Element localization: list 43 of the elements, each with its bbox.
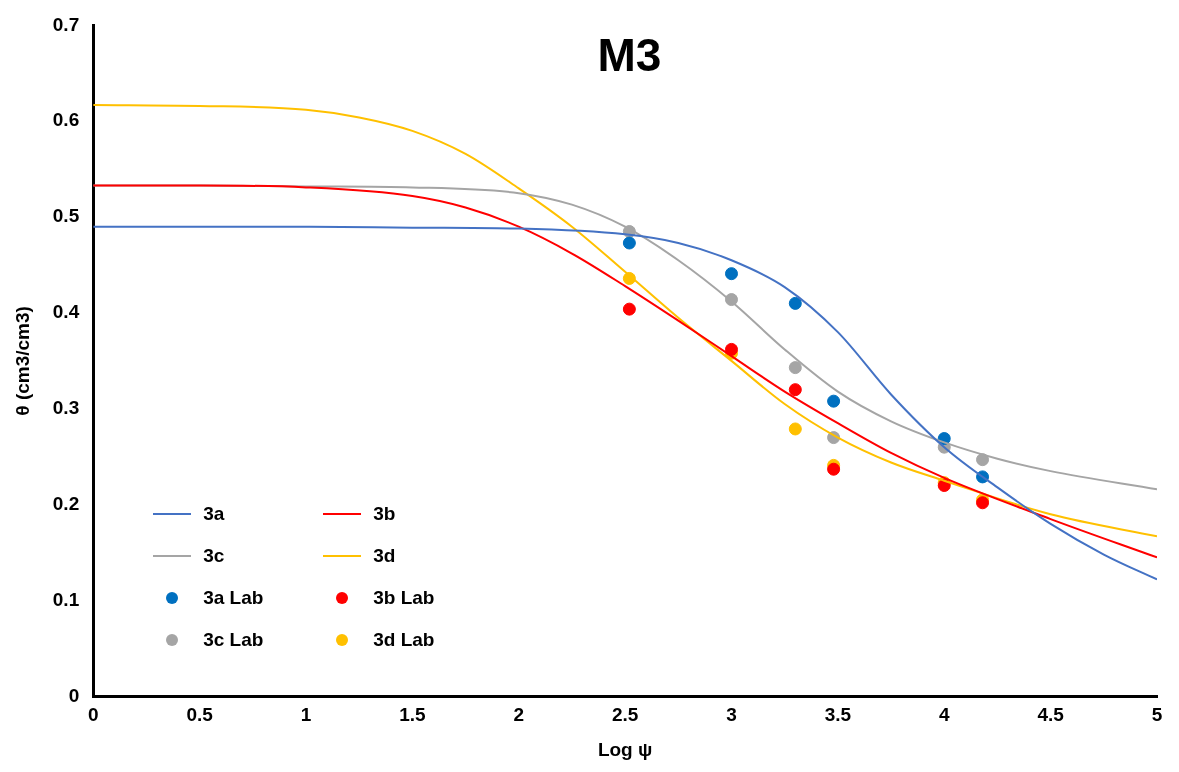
y-tick-label: 0.4 [52, 301, 80, 323]
point [788, 422, 802, 436]
point [788, 296, 802, 310]
line-series [93, 103, 1157, 538]
y-tick-label: 0.1 [52, 588, 80, 610]
y-tick-label: 0.5 [52, 205, 80, 227]
legend-label: 3c [203, 545, 225, 568]
point [827, 394, 841, 408]
point [788, 361, 802, 375]
x-tick-label: 2.5 [611, 704, 639, 726]
point [976, 453, 990, 467]
x-tick-label: 5 [1151, 704, 1163, 726]
legend-label: 3b Lab [373, 587, 435, 610]
y-tick-label: 0.2 [52, 492, 80, 514]
point [622, 236, 636, 250]
legend-label: 3d [373, 545, 396, 568]
x-tick-label: 0.5 [186, 704, 214, 726]
point [724, 267, 738, 281]
chart-title: M3 [597, 29, 662, 81]
legend-label: 3a Lab [203, 587, 264, 610]
x-tick-label: 3 [726, 704, 737, 726]
x-tick-label: 3.5 [824, 704, 852, 726]
y-tick-label: 0.7 [52, 13, 80, 35]
legend-label: 3c Lab [203, 629, 264, 652]
x-tick-label: 2 [513, 704, 525, 726]
y-tick-label: 0.3 [52, 397, 80, 419]
x-tick-label: 4 [938, 704, 950, 726]
line-series [93, 225, 1157, 581]
x-tick-label: 0 [87, 704, 99, 726]
point [788, 383, 802, 397]
point [827, 462, 841, 476]
y-tick-label: 0 [68, 684, 80, 706]
legend-label: 3d Lab [373, 629, 435, 652]
legend-label: 3b [373, 503, 396, 526]
point [724, 342, 738, 356]
x-tick-label: 1.5 [399, 704, 426, 726]
x-tick-label: 4.5 [1037, 704, 1065, 726]
legend-label: 3a [203, 503, 225, 526]
x-axis-title: Log ψ [597, 738, 653, 760]
x-tick-label: 1 [300, 704, 312, 726]
y-axis-title: θ (cm3/cm3) [11, 306, 33, 416]
point [622, 302, 636, 316]
y-tick-label: 0.6 [52, 109, 80, 131]
